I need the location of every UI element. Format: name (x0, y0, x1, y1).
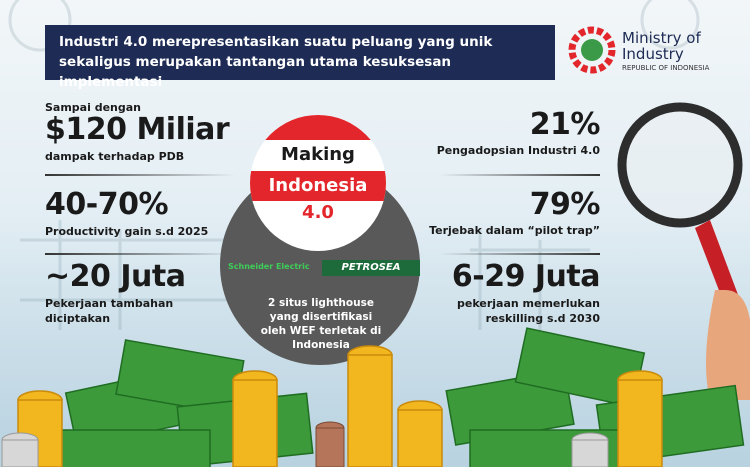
stat-label: Pekerjaan tambahan diciptakan (45, 297, 174, 325)
logo-name: Ministry of Industry (622, 29, 701, 63)
stat-value: 6-29 Juta (451, 259, 601, 294)
center-title: Making (281, 144, 355, 165)
logo-icon (568, 26, 616, 74)
center-title: Indonesia (268, 175, 368, 196)
divider (440, 253, 600, 255)
stat-label: Productivity gain s.d 2025 (45, 225, 209, 238)
stat-value: $120 Miliar (45, 112, 230, 147)
logo-subtitle: REPUBLIC OF INDONESIA (622, 64, 710, 72)
stat-value: ~20 Juta (45, 259, 186, 294)
partner-logo: Schneider Electric (228, 262, 310, 271)
center-title: 4.0 (302, 202, 334, 223)
magnifier (617, 102, 750, 400)
stat-value: 21% (529, 107, 601, 142)
stat-label: dampak terhadap PDB (45, 150, 185, 163)
divider (45, 253, 235, 255)
banner: Industri 4.0 merepresentasikan suatu pel… (45, 25, 555, 90)
stat-prefix: Sampai dengan (45, 101, 141, 114)
partner-logo: PETROSEA (322, 260, 420, 276)
divider (440, 174, 600, 176)
stat-value: 40-70% (45, 187, 169, 222)
stat-label: Pengadopsian Industri 4.0 (436, 144, 600, 157)
stat-label: Terjebak dalam “pilot trap” (429, 224, 600, 237)
center-caption: 2 situs lighthouse yang disertifikasi ol… (260, 297, 382, 351)
stat-label: pekerjaan memerlukan reskilling s.d 2030 (457, 297, 600, 325)
divider (45, 174, 235, 176)
money (1, 327, 745, 467)
stat-value: 79% (529, 187, 601, 222)
